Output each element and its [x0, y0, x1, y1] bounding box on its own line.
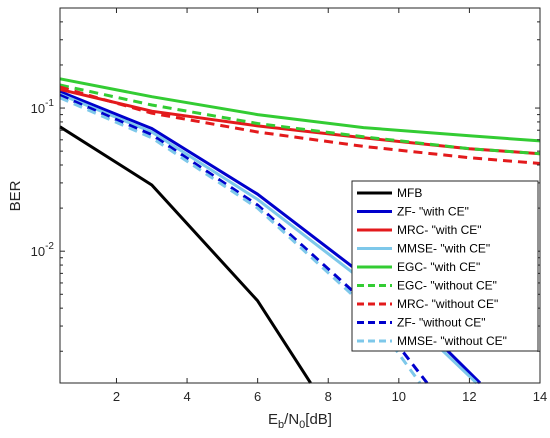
legend-entry-label: ZF- "without CE" [397, 316, 486, 330]
series-line [59, 83, 541, 156]
y-tick-label-exponent: -1 [45, 98, 54, 109]
y-tick-label-exponent: -2 [45, 241, 54, 252]
x-axis-label-base: E [268, 411, 278, 428]
legend-entry-label: MMSE- "with CE" [397, 242, 490, 256]
x-tick-label: 2 [113, 389, 120, 404]
x-tick-label: 8 [325, 389, 332, 404]
series-line [59, 85, 541, 165]
legend-entry-label: EGC- "without CE" [397, 279, 497, 293]
legend-entry-label: ZF- "with CE" [397, 205, 469, 219]
x-tick-label: 10 [392, 389, 406, 404]
legend-entry-label: MFB [397, 186, 422, 200]
y-axis-label: BER [7, 180, 24, 211]
x-tick-label: 6 [254, 389, 261, 404]
x-axis-label: Eb/N0[dB] [268, 411, 332, 431]
x-axis-label-mid: /N [284, 411, 299, 428]
series-line [59, 77, 541, 143]
legend: MFB ZF- "with CE" MRC- "with CE" MMSE- "wit… [351, 180, 539, 352]
legend-entry-label: MMSE- "without CE" [397, 334, 507, 348]
legend-entry-label: EGC- "with CE" [397, 260, 480, 274]
legend-entry-label: MRC- "without CE" [397, 297, 498, 311]
y-tick-label: 10-2 [31, 241, 55, 259]
x-tick-label: 14 [533, 389, 547, 404]
y-tick-label-base: 10 [31, 101, 45, 116]
series-line [59, 125, 312, 384]
legend-entry-label: MRC- "with CE" [397, 223, 482, 237]
x-tick-label: 4 [183, 389, 190, 404]
legend-items: MFB ZF- "with CE" MRC- "with CE" MMSE- "wit… [357, 186, 507, 348]
x-axis-label-tail: [dB] [305, 411, 332, 428]
y-tick-label: 10-1 [31, 98, 55, 116]
x-axis-label-sub1: b [278, 419, 284, 431]
series-layer [59, 77, 541, 385]
y-axis-ticks: 10-210-1 [31, 7, 540, 352]
series-line [59, 93, 429, 384]
y-tick-label-base: 10 [31, 244, 45, 259]
x-axis-label-sub2: 0 [299, 419, 305, 431]
series-line [59, 96, 422, 384]
x-axis-ticks: 2 4 6 8 10 12 14 [113, 8, 547, 404]
x-tick-label: 12 [462, 389, 476, 404]
plot-frame [59, 7, 541, 384]
